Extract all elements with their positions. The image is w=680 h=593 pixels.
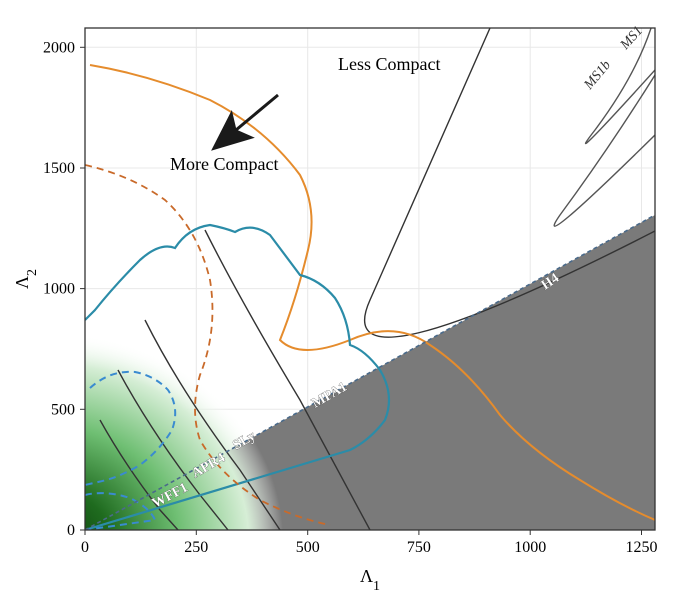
xtick-3: 750 (407, 539, 431, 556)
tidal-deformability-chart: 0 250 500 750 1000 1250 0 500 1000 1500 … (0, 0, 680, 593)
annotation-more-compact: More Compact (170, 154, 278, 174)
y-axis-label: Λ2 (12, 269, 40, 289)
y-ticks (80, 47, 85, 530)
ytick-2: 1000 (43, 281, 75, 298)
ytick-4: 2000 (43, 39, 75, 56)
chart-svg: 0 250 500 750 1000 1250 0 500 1000 1500 … (0, 0, 680, 593)
xtick-2: 500 (296, 539, 320, 556)
x-tick-labels: 0 250 500 750 1000 1250 (81, 539, 658, 556)
xtick-1: 250 (184, 539, 208, 556)
ytick-1: 500 (51, 401, 75, 418)
ytick-0: 0 (67, 522, 75, 539)
xtick-0: 0 (81, 539, 89, 556)
y-tick-labels: 0 500 1000 1500 2000 (43, 39, 75, 539)
x-ticks (85, 530, 642, 535)
x-axis-label: Λ1 (360, 566, 380, 593)
xtick-4: 1000 (514, 539, 546, 556)
annotation-less-compact: Less Compact (338, 54, 440, 74)
ytick-3: 1500 (43, 160, 75, 177)
xtick-5: 1250 (626, 539, 658, 556)
